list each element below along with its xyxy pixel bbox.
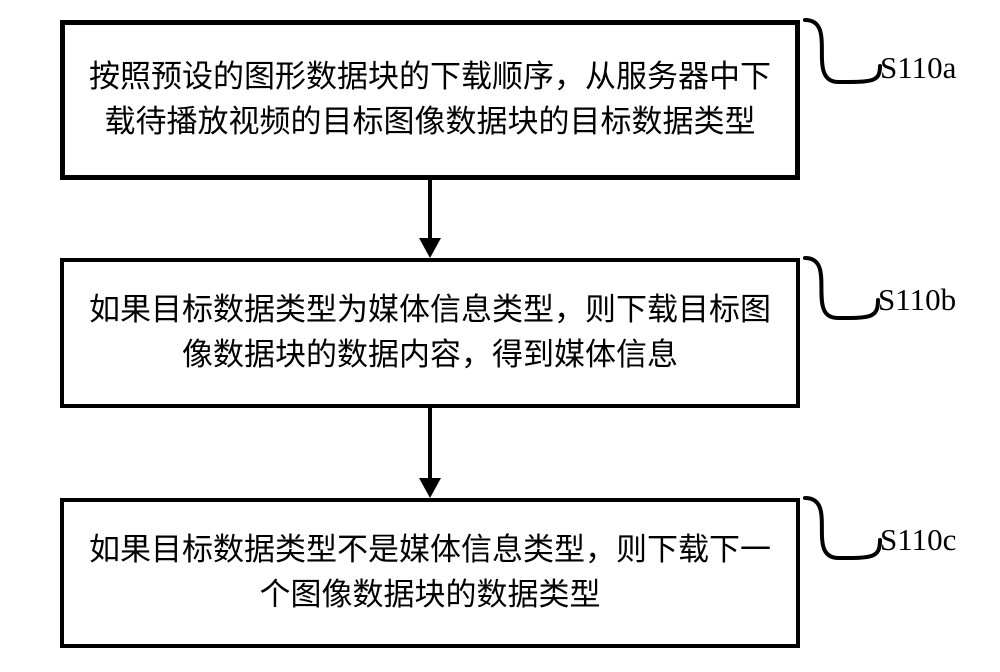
brace-connector bbox=[799, 492, 886, 564]
brace-connector bbox=[799, 252, 884, 324]
flow-arrow bbox=[404, 180, 456, 258]
flow-step-text: 按照预设的图形数据块的下载顺序，从服务器中下载待播放视频的目标图像数据块的目标数… bbox=[85, 55, 775, 145]
flow-step-label-s110a: S110a bbox=[880, 50, 956, 86]
flow-step-label-s110b: S110b bbox=[878, 282, 956, 318]
flow-arrow bbox=[404, 408, 456, 498]
brace-connector bbox=[799, 14, 886, 88]
flow-step-s110c: 如果目标数据类型不是媒体信息类型，则下载下一个图像数据块的数据类型 bbox=[60, 498, 800, 648]
flow-step-s110b: 如果目标数据类型为媒体信息类型，则下载目标图像数据块的数据内容，得到媒体信息 bbox=[60, 258, 800, 408]
flow-step-s110a: 按照预设的图形数据块的下载顺序，从服务器中下载待播放视频的目标图像数据块的目标数… bbox=[60, 20, 800, 180]
flow-step-text: 如果目标数据类型为媒体信息类型，则下载目标图像数据块的数据内容，得到媒体信息 bbox=[84, 288, 776, 378]
flow-step-text: 如果目标数据类型不是媒体信息类型，则下载下一个图像数据块的数据类型 bbox=[84, 528, 776, 618]
flowchart-canvas: 按照预设的图形数据块的下载顺序，从服务器中下载待播放视频的目标图像数据块的目标数… bbox=[0, 0, 1000, 672]
flow-step-label-s110c: S110c bbox=[880, 522, 956, 558]
